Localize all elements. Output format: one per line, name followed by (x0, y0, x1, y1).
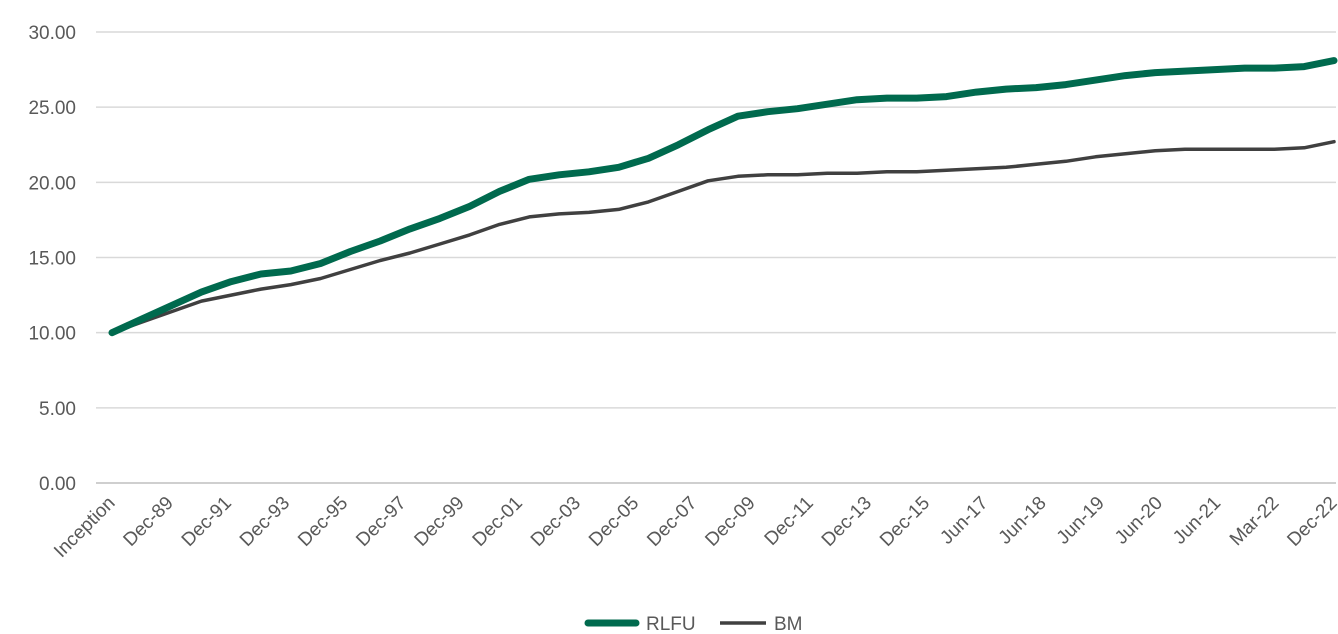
x-tick-label: Dec-99 (411, 493, 469, 551)
x-tick-label: Dec-22 (1283, 493, 1338, 551)
x-tick-label: Dec-95 (294, 493, 352, 551)
series-lines (108, 57, 1338, 337)
x-tick-label: Jun-17 (936, 493, 992, 549)
x-tick-label: Dec-03 (527, 493, 585, 551)
x-tick-label: Dec-93 (236, 493, 294, 551)
x-tick-label: Jun-18 (995, 493, 1051, 549)
y-tick-label: 30.00 (28, 23, 76, 44)
x-tick-label: Dec-01 (469, 493, 527, 551)
x-tick-label: Dec-15 (876, 493, 934, 551)
gridlines (96, 31, 1336, 484)
x-tick-label: Inception (50, 493, 119, 562)
x-tick-label: Dec-09 (701, 493, 759, 551)
x-tick-label: Dec-11 (761, 493, 818, 550)
x-tick-label: Dec-97 (352, 493, 410, 551)
x-tick-label: Jun-19 (1053, 493, 1109, 549)
x-tick-label: Jun-20 (1111, 493, 1167, 549)
x-tick-label: Dec-13 (818, 493, 876, 551)
y-axis-tick-labels: 0.00 5.00 10.00 15.00 20.00 25.00 30.00 (28, 23, 76, 495)
x-tick-label: Dec-07 (643, 493, 701, 551)
x-tick-label: Mar-22 (1226, 493, 1283, 550)
y-tick-label: 10.00 (28, 324, 76, 345)
y-tick-label: 15.00 (28, 249, 76, 270)
y-tick-label: 25.00 (28, 98, 76, 119)
x-tick-label: Dec-89 (120, 493, 178, 551)
y-tick-label: 20.00 (28, 173, 76, 194)
x-tick-label: Jun-21 (1169, 493, 1225, 549)
y-tick-label: 5.00 (39, 399, 76, 420)
x-tick-label: Dec-05 (585, 493, 643, 551)
x-axis-tick-labels: Inception Dec-89 Dec-91 Dec-93 Dec-95 Dec-97 D… (50, 493, 1338, 562)
series-line-rlfu (108, 57, 1338, 337)
y-tick-label: 0.00 (39, 474, 76, 495)
legend-label-rlfu: RLFU (646, 614, 696, 634)
legend: RLFU BM (584, 614, 803, 634)
x-tick-label: Dec-91 (178, 493, 236, 551)
series-line-bm (110, 139, 1336, 335)
legend-label-bm: BM (774, 614, 803, 634)
